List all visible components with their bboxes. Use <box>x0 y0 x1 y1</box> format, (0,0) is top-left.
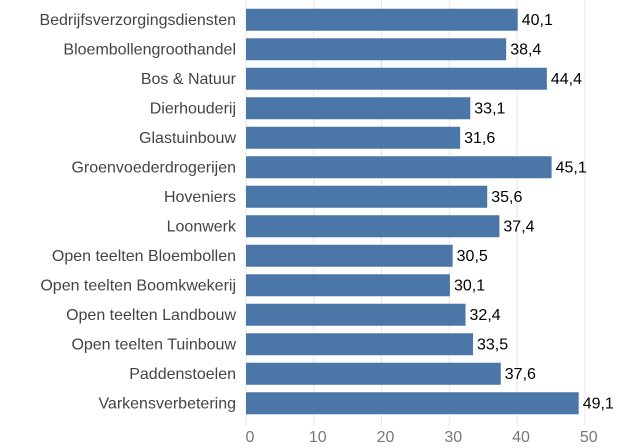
bar <box>246 244 453 267</box>
x-tick-label: 30 <box>444 429 462 446</box>
y-tick-label: Bos & Natuur <box>141 71 237 88</box>
bar <box>246 215 500 238</box>
y-tick-label: Bloembollengroothandel <box>63 41 236 58</box>
value-label: 31,6 <box>464 130 495 147</box>
y-tick-label: Varkensverbetering <box>98 395 236 412</box>
bar <box>246 392 579 415</box>
bar <box>246 274 450 297</box>
y-tick-label: Open teelten Boomkwekerij <box>40 277 236 294</box>
x-tick-label: 50 <box>580 429 598 446</box>
bar <box>246 362 501 385</box>
value-label: 30,5 <box>457 248 488 265</box>
bar <box>246 38 507 61</box>
value-label: 37,4 <box>503 218 534 235</box>
value-label: 33,5 <box>477 336 508 353</box>
value-label: 32,4 <box>470 307 501 324</box>
value-label: 33,1 <box>474 100 505 117</box>
value-label: 30,1 <box>454 277 485 294</box>
value-label: 45,1 <box>556 159 587 176</box>
bar <box>246 126 461 149</box>
bar <box>246 97 471 120</box>
y-tick-label: Bedrijfsverzorgingsdiensten <box>39 12 236 29</box>
y-tick-label: Groenvoederdrogerijen <box>71 159 236 176</box>
y-tick-label: Dierhouderij <box>150 100 236 117</box>
value-label: 44,4 <box>551 71 582 88</box>
value-label: 35,6 <box>491 189 522 206</box>
x-tick-label: 10 <box>309 429 327 446</box>
y-tick-label: Open teelten Landbouw <box>66 307 236 324</box>
value-label: 49,1 <box>583 395 614 412</box>
y-tick-label: Paddenstoelen <box>129 366 236 383</box>
x-tick-label: 20 <box>377 429 395 446</box>
y-tick-label: Loonwerk <box>167 218 237 235</box>
bar <box>246 8 518 31</box>
x-tick-label: 40 <box>512 429 530 446</box>
bar <box>246 185 488 208</box>
value-label: 37,6 <box>505 366 536 383</box>
bar <box>246 303 466 326</box>
bar <box>246 67 547 90</box>
bar <box>246 333 473 356</box>
value-label: 40,1 <box>522 12 553 29</box>
y-tick-label: Glastuinbouw <box>139 130 236 147</box>
value-label: 38,4 <box>510 41 541 58</box>
y-tick-label: Hoveniers <box>164 189 236 206</box>
bar <box>246 156 552 179</box>
x-tick-label: 0 <box>246 429 255 446</box>
y-tick-label: Open teelten Tuinbouw <box>71 336 236 353</box>
y-tick-label: Open teelten Bloembollen <box>52 248 236 265</box>
